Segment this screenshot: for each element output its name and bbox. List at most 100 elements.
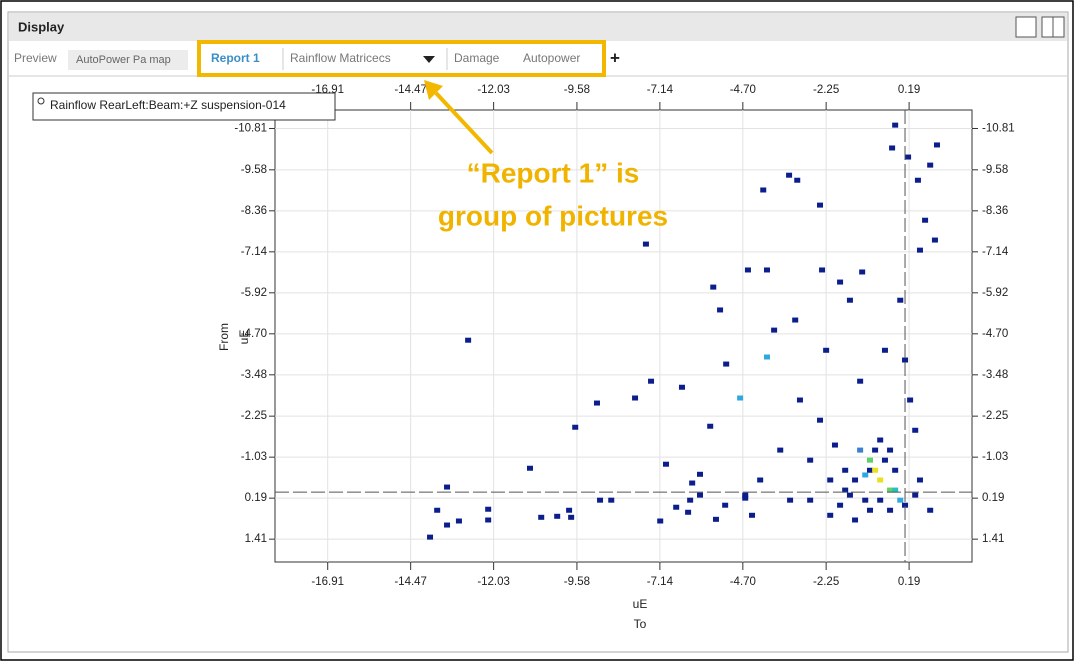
cell bbox=[717, 307, 724, 313]
cell bbox=[817, 202, 824, 208]
y-tick-label-right: -10.81 bbox=[982, 123, 1015, 135]
cell bbox=[846, 492, 853, 498]
x-tick-label-top: -2.25 bbox=[813, 84, 839, 96]
arrow-head bbox=[424, 80, 443, 100]
cell bbox=[927, 507, 934, 513]
cell bbox=[566, 507, 573, 513]
cell bbox=[737, 395, 744, 401]
cell bbox=[912, 492, 919, 498]
cell bbox=[742, 492, 749, 498]
cell bbox=[742, 495, 749, 501]
y-tick-label-right: -7.14 bbox=[982, 246, 1009, 258]
cell bbox=[485, 506, 492, 512]
tab[interactable]: AutoPower Pa map bbox=[76, 54, 171, 66]
cell bbox=[749, 512, 756, 518]
layout-icon[interactable] bbox=[1015, 16, 1037, 38]
cell bbox=[916, 247, 923, 253]
cell bbox=[872, 447, 879, 453]
y-tick-label: -3.48 bbox=[241, 369, 267, 381]
cell bbox=[663, 461, 669, 467]
x-tick-label: -9.58 bbox=[564, 576, 590, 588]
legend-icon bbox=[37, 97, 45, 105]
cell bbox=[763, 354, 770, 360]
add-tab[interactable]: + bbox=[610, 48, 620, 67]
x-tick-label: -4.70 bbox=[730, 576, 756, 588]
tab-button[interactable] bbox=[68, 50, 188, 70]
cell bbox=[902, 357, 909, 363]
cell bbox=[657, 518, 664, 524]
cell bbox=[817, 417, 824, 423]
cell bbox=[892, 467, 899, 473]
cell bbox=[877, 497, 884, 503]
tab[interactable]: Damage bbox=[454, 51, 500, 65]
cell bbox=[842, 467, 849, 473]
cell bbox=[572, 424, 579, 430]
cell bbox=[687, 497, 694, 503]
plot-area bbox=[274, 109, 973, 563]
cell bbox=[568, 514, 575, 520]
tab[interactable]: Preview bbox=[14, 51, 57, 65]
cell bbox=[434, 507, 441, 513]
cell bbox=[877, 437, 884, 443]
cell bbox=[837, 279, 844, 285]
cell bbox=[857, 378, 864, 384]
cell bbox=[777, 447, 784, 453]
y-axis-label: From bbox=[217, 323, 231, 351]
cell bbox=[831, 442, 838, 448]
cell bbox=[648, 378, 655, 384]
cell bbox=[722, 502, 729, 508]
cell bbox=[444, 522, 451, 528]
cell bbox=[914, 177, 921, 183]
x-axis-label: uE bbox=[633, 597, 648, 611]
cell bbox=[642, 241, 649, 247]
y-tick-label: -5.92 bbox=[241, 287, 267, 299]
cell bbox=[527, 465, 533, 471]
cell bbox=[794, 177, 801, 183]
cell bbox=[697, 492, 703, 498]
cell bbox=[444, 484, 451, 490]
cell bbox=[465, 337, 472, 343]
cell bbox=[877, 477, 884, 483]
cell bbox=[922, 217, 929, 223]
tab[interactable]: Autopower bbox=[523, 51, 580, 65]
chart: -16.91-16.91-14.47-14.47-12.03-12.03-9.5… bbox=[217, 84, 1014, 631]
x-tick-label-top: -14.47 bbox=[394, 84, 427, 96]
cell bbox=[857, 447, 864, 453]
x-tick-label: -14.47 bbox=[394, 576, 427, 588]
cell bbox=[763, 267, 770, 273]
cell bbox=[787, 497, 794, 503]
y-tick-label: -7.14 bbox=[241, 246, 268, 258]
cell bbox=[786, 172, 793, 178]
cell bbox=[867, 507, 873, 513]
cell bbox=[872, 467, 879, 473]
cell bbox=[862, 472, 869, 478]
cell bbox=[807, 497, 814, 503]
cell bbox=[881, 347, 888, 353]
x-tick-label-top: 0.19 bbox=[898, 84, 920, 96]
cell bbox=[807, 457, 814, 463]
y-tick-label-right: -8.36 bbox=[982, 205, 1008, 217]
cell bbox=[723, 361, 730, 367]
cell bbox=[608, 497, 615, 503]
legend-text: Rainflow RearLeft:Beam:+Z suspension-014 bbox=[50, 98, 286, 112]
cell bbox=[892, 122, 899, 128]
cell bbox=[685, 509, 692, 515]
annotation: group of pictures bbox=[438, 200, 668, 231]
cell bbox=[689, 480, 696, 486]
cell bbox=[933, 142, 940, 148]
cell bbox=[597, 497, 604, 503]
cell bbox=[485, 517, 492, 523]
tab-active[interactable]: Report 1 bbox=[211, 51, 260, 65]
cell bbox=[862, 497, 869, 503]
cell bbox=[887, 447, 894, 453]
y-tick-label-right: -5.92 bbox=[982, 287, 1008, 299]
cell bbox=[757, 477, 764, 483]
tab[interactable]: Rainflow Matricecs bbox=[290, 51, 391, 65]
x-tick-label: -2.25 bbox=[813, 576, 839, 588]
cell bbox=[632, 395, 639, 401]
x-tick-label-top: -9.58 bbox=[564, 84, 590, 96]
cell bbox=[796, 397, 803, 403]
dropdown-arrow[interactable] bbox=[423, 56, 435, 63]
